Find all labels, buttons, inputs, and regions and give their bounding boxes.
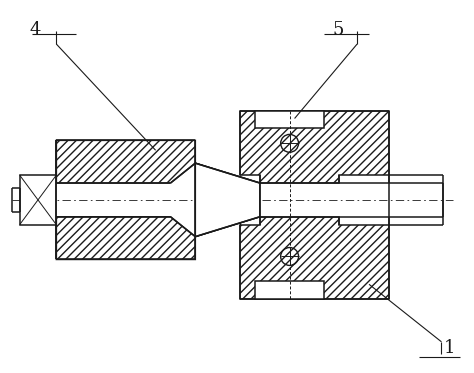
Polygon shape [255, 110, 324, 128]
Polygon shape [56, 140, 195, 183]
Polygon shape [240, 217, 389, 299]
Text: 5: 5 [332, 21, 344, 39]
Polygon shape [56, 217, 195, 260]
Polygon shape [195, 163, 260, 236]
Polygon shape [255, 281, 324, 299]
Text: 1: 1 [444, 339, 455, 357]
Polygon shape [19, 175, 56, 225]
Polygon shape [240, 110, 389, 183]
Text: 4: 4 [29, 21, 41, 39]
